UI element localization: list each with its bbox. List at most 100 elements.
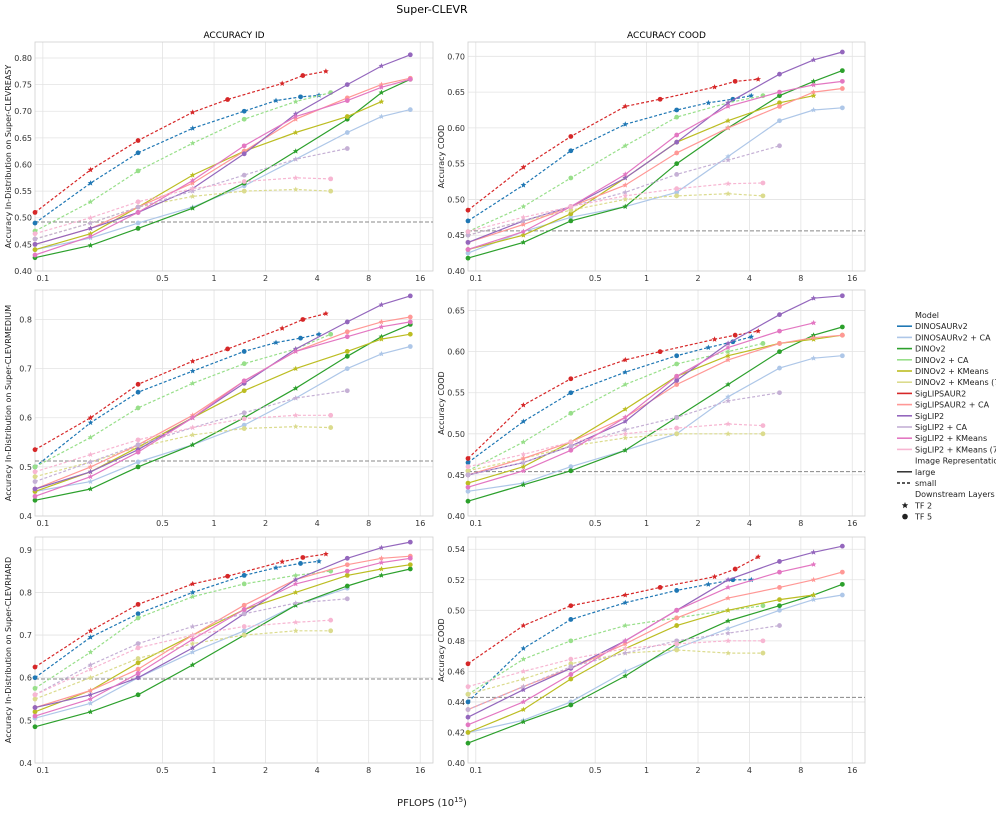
data-point bbox=[292, 627, 299, 634]
data-point bbox=[705, 581, 712, 587]
legend-entry: DINOSAURv2 + CA bbox=[915, 333, 991, 342]
data-point bbox=[135, 601, 141, 607]
data-point bbox=[225, 573, 231, 579]
data-point bbox=[674, 132, 680, 138]
x-tick-label: 16 bbox=[847, 766, 857, 775]
x-tick-label: 0.1 bbox=[469, 274, 482, 283]
x-tick-label: 8 bbox=[366, 274, 371, 283]
data-point bbox=[135, 615, 141, 621]
data-point bbox=[810, 295, 817, 301]
data-point bbox=[520, 467, 527, 474]
data-point bbox=[298, 561, 303, 566]
data-point bbox=[189, 636, 196, 642]
data-point bbox=[189, 431, 196, 438]
data-point bbox=[407, 331, 413, 337]
data-point bbox=[520, 656, 527, 662]
data-point bbox=[622, 434, 629, 441]
data-point bbox=[465, 229, 471, 235]
data-point bbox=[777, 312, 782, 318]
data-point bbox=[135, 199, 141, 205]
data-point bbox=[622, 637, 629, 644]
data-point bbox=[378, 350, 385, 357]
data-point bbox=[465, 247, 471, 252]
data-point bbox=[189, 649, 196, 655]
data-point bbox=[87, 451, 94, 457]
data-point bbox=[87, 230, 94, 237]
data-point bbox=[279, 558, 285, 565]
data-point bbox=[189, 185, 196, 191]
data-point bbox=[241, 572, 247, 578]
data-point bbox=[189, 140, 196, 146]
data-point bbox=[87, 634, 94, 640]
data-point bbox=[292, 619, 299, 625]
data-point bbox=[777, 349, 782, 355]
data-point bbox=[622, 203, 629, 209]
data-point bbox=[292, 589, 299, 595]
x-tick-label: 1 bbox=[212, 519, 217, 528]
data-point bbox=[465, 255, 471, 261]
data-point bbox=[810, 592, 817, 598]
data-point bbox=[241, 108, 247, 114]
data-point bbox=[568, 390, 574, 396]
data-point bbox=[674, 615, 680, 621]
data-point bbox=[378, 63, 385, 69]
data-point bbox=[520, 203, 527, 209]
legend: Model DINOSAURv2 DINOSAURv2 + CA DINOv2 DINO… bbox=[897, 311, 996, 522]
data-point bbox=[568, 603, 574, 609]
x-tick-label: 0.5 bbox=[156, 766, 169, 775]
data-point bbox=[725, 157, 731, 163]
legend-marker bbox=[901, 502, 909, 509]
data-point bbox=[135, 168, 141, 174]
data-point bbox=[520, 439, 527, 445]
data-point bbox=[323, 310, 329, 316]
series-dinov2-kmeans bbox=[465, 592, 817, 735]
data-point bbox=[760, 180, 766, 186]
data-point bbox=[378, 301, 385, 308]
data-point bbox=[568, 175, 574, 181]
data-point bbox=[839, 353, 845, 359]
x-tick-label: 8 bbox=[366, 766, 371, 775]
data-point bbox=[328, 628, 334, 634]
data-point bbox=[189, 580, 196, 587]
data-point bbox=[839, 293, 845, 299]
data-point bbox=[344, 349, 350, 354]
data-point bbox=[378, 559, 385, 565]
data-point bbox=[292, 576, 299, 583]
data-point bbox=[674, 623, 680, 628]
data-point bbox=[135, 641, 141, 647]
data-point bbox=[520, 676, 527, 682]
data-point bbox=[135, 449, 141, 455]
data-point bbox=[568, 468, 574, 474]
series-line bbox=[467, 556, 759, 665]
data-point bbox=[568, 204, 574, 209]
data-point bbox=[777, 341, 782, 346]
legend-entry: large bbox=[915, 468, 935, 477]
data-point bbox=[407, 562, 413, 568]
x-tick-label: 16 bbox=[847, 274, 857, 283]
data-point bbox=[292, 572, 299, 578]
x-tick-label: 1 bbox=[644, 274, 649, 283]
plot-area bbox=[35, 290, 433, 516]
data-point bbox=[465, 480, 471, 486]
x-tick-label: 0.1 bbox=[36, 519, 49, 528]
data-point bbox=[32, 231, 38, 237]
data-point bbox=[378, 98, 385, 105]
x-tick-label: 2 bbox=[263, 519, 268, 528]
data-point bbox=[189, 644, 196, 651]
data-point bbox=[674, 382, 680, 387]
y-tick-label: 0.65 bbox=[447, 88, 465, 97]
data-point bbox=[135, 611, 141, 617]
data-point bbox=[32, 709, 38, 715]
data-point bbox=[568, 676, 574, 682]
data-point bbox=[323, 68, 329, 74]
data-point bbox=[407, 566, 413, 572]
y-tick-label: 0.7 bbox=[19, 365, 32, 374]
data-point bbox=[674, 171, 680, 177]
data-point bbox=[568, 447, 574, 453]
data-point bbox=[674, 114, 680, 120]
data-point bbox=[241, 349, 247, 354]
data-point bbox=[32, 692, 38, 698]
series-dinosaurv2 bbox=[32, 92, 322, 226]
data-point bbox=[520, 706, 527, 712]
data-point bbox=[777, 93, 782, 99]
